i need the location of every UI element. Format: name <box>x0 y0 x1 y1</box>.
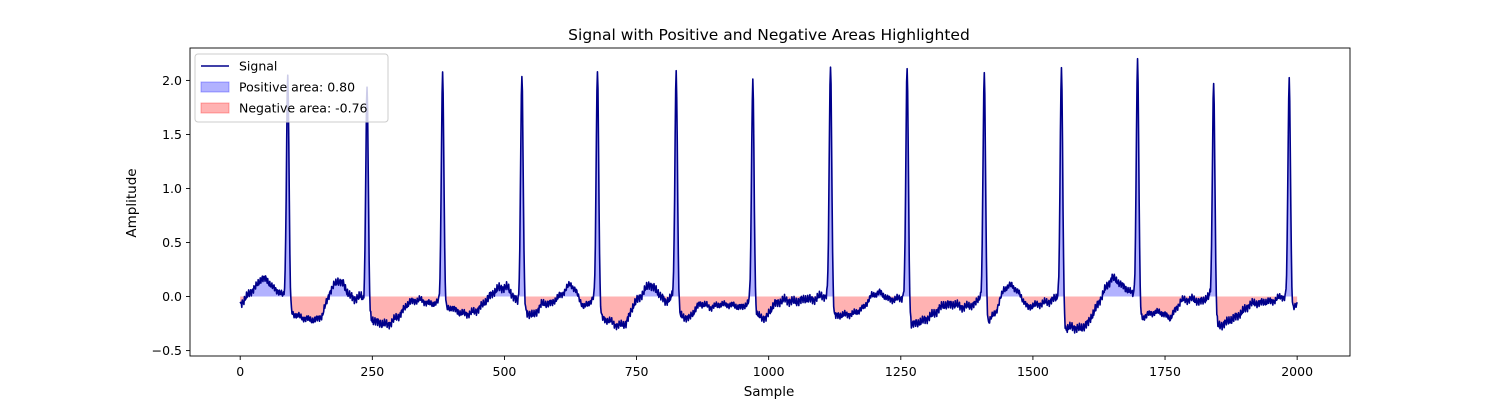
legend-negative-swatch <box>200 102 230 114</box>
y-tick-label: 0.5 <box>162 235 182 250</box>
positive-area-fill <box>329 278 351 297</box>
legend-label: Negative area: -0.76 <box>239 101 368 116</box>
axes-frame <box>189 47 1351 357</box>
signal-layer <box>239 57 1298 334</box>
positive-area-fill <box>1057 67 1065 297</box>
x-tick-label: 1500 <box>1017 364 1049 379</box>
legend-positive-swatch <box>200 81 230 93</box>
x-tick-label: 2000 <box>1281 364 1313 379</box>
y-tick-label: 1.5 <box>162 127 182 142</box>
positive-area-fill <box>1001 282 1021 297</box>
negative-area-fill <box>600 296 637 330</box>
y-tick-label: −0.5 <box>152 343 182 358</box>
signal-line <box>239 57 1298 334</box>
positive-area-fill <box>1102 58 1141 297</box>
chart-title: Signal with Positive and Negative Areas … <box>568 26 970 44</box>
y-tick-label: 0.0 <box>162 289 182 304</box>
positive-area-fill <box>247 75 291 297</box>
x-tick-label: 1750 <box>1149 364 1181 379</box>
x-tick-label: 750 <box>625 364 649 379</box>
negative-area-fill <box>240 296 245 308</box>
negative-area-fill <box>445 296 488 319</box>
legend-label: Positive area: 0.80 <box>239 80 355 95</box>
legend: Signal Positive area: 0.80 Negative area: … <box>194 53 389 123</box>
y-axis-label: Amplitude <box>124 168 140 237</box>
x-axis: 0 250 500 750 1000 1250 1500 1750 2000 <box>236 356 1313 379</box>
positive-area-fill <box>562 281 579 297</box>
y-tick-label: 1.0 <box>162 181 182 196</box>
plot-area <box>189 47 1351 357</box>
positive-area-fill <box>642 282 659 297</box>
x-axis-label: Sample <box>744 384 795 400</box>
y-tick-label: 2.0 <box>162 73 182 88</box>
x-tick-label: 250 <box>360 364 384 379</box>
y-axis: −0.5 0.0 0.5 1.0 1.5 2.0 <box>152 73 190 358</box>
x-tick-label: 0 <box>236 364 244 379</box>
x-tick-label: 1250 <box>885 364 917 379</box>
legend-box <box>194 53 389 123</box>
negative-area-fill <box>1064 296 1103 333</box>
legend-label: Signal <box>239 59 277 74</box>
positive-area-fill <box>980 72 988 297</box>
x-tick-label: 500 <box>493 364 517 379</box>
x-tick-label: 1000 <box>753 364 785 379</box>
